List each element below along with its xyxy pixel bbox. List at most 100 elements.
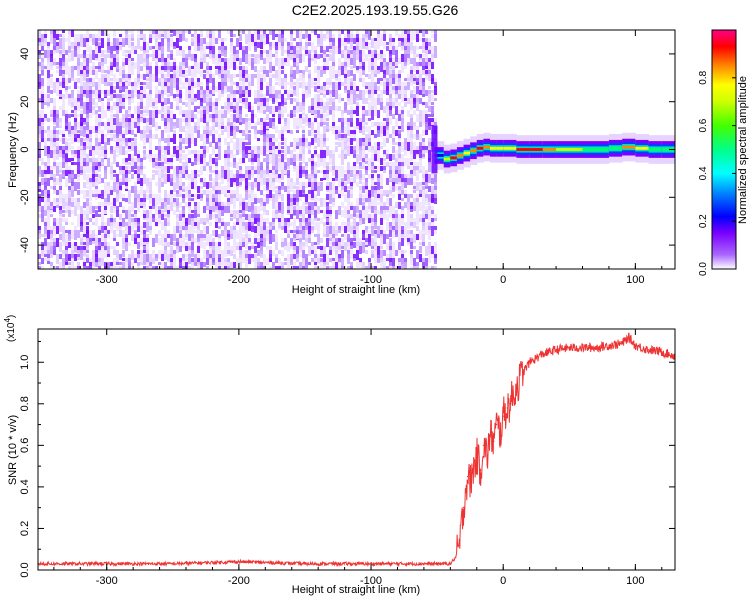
heatmap-cell [374, 166, 377, 169]
heatmap-cell [362, 262, 365, 269]
heatmap-cell [371, 158, 374, 164]
heatmap-cell [425, 38, 428, 43]
heatmap-cell [359, 174, 362, 180]
heatmap-cell [365, 90, 368, 94]
heatmap-cell [107, 158, 110, 167]
heatmap-cell [356, 42, 359, 46]
heatmap-cell [233, 74, 236, 78]
heatmap-cell [269, 94, 272, 98]
heatmap-cell [218, 138, 221, 143]
heatmap-cell [347, 242, 350, 246]
heatmap-cell [278, 78, 281, 86]
heatmap-cell [320, 158, 323, 163]
heatmap-cell [395, 178, 398, 184]
heatmap-cell [206, 34, 209, 37]
heatmap-cell [41, 138, 44, 142]
heatmap-cell [62, 174, 65, 177]
heatmap-cell [131, 174, 134, 179]
heatmap-cell [83, 182, 86, 188]
heatmap-cell [389, 82, 392, 86]
heatmap-cell [62, 82, 65, 88]
heatmap-cell [125, 142, 128, 148]
heatmap-cell [98, 122, 101, 128]
heatmap-cell [425, 266, 428, 269]
heatmap-cell [356, 210, 359, 213]
heatmap-cell [404, 142, 407, 151]
heatmap-cell [407, 138, 410, 144]
heatmap-cell [308, 202, 311, 206]
heatmap-cell [278, 118, 281, 124]
heatmap-cell [191, 114, 194, 119]
heatmap-cell [131, 82, 134, 87]
heatmap-cell [302, 102, 305, 106]
heatmap-cell [308, 222, 311, 227]
heatmap-cell [404, 262, 407, 269]
heatmap-cell [50, 38, 53, 44]
heatmap-cell [242, 242, 245, 247]
heatmap-cell [188, 78, 191, 88]
heatmap-cell [377, 234, 380, 238]
heatmap-cell [134, 210, 137, 217]
heatmap-cell [170, 166, 173, 169]
heatmap-cell [62, 198, 65, 203]
heatmap-cell [407, 38, 410, 43]
heatmap-cell [257, 122, 260, 125]
heatmap-cell [401, 34, 404, 40]
heatmap-cell [365, 38, 368, 44]
heatmap-cell [371, 38, 374, 43]
heatmap-cell [308, 62, 311, 67]
heatmap-cell [395, 46, 398, 51]
heatmap-cell [377, 246, 380, 255]
heatmap-cell [197, 110, 200, 114]
heatmap-cell [194, 158, 197, 165]
heatmap-cell [248, 182, 251, 187]
heatmap-cell [170, 202, 173, 211]
heatmap-cell [383, 90, 386, 94]
heatmap-cell [251, 34, 254, 42]
heatmap-cell [434, 118, 437, 122]
heatmap-cell [209, 158, 212, 163]
heatmap-cell [122, 94, 125, 101]
heatmap-cell [260, 94, 263, 97]
heatmap-cell [251, 254, 254, 258]
heatmap-cell [101, 78, 104, 81]
heatmap-cell [191, 82, 194, 86]
heatmap-cell [152, 174, 155, 180]
heatmap-cell [209, 258, 212, 262]
heatmap-cell [275, 150, 278, 153]
heatmap-cell [80, 246, 83, 253]
heatmap-cell [248, 186, 251, 189]
heatmap-cell [290, 214, 293, 219]
heatmap-cell [353, 90, 356, 95]
heatmap-cell [356, 254, 359, 257]
heatmap-cell [113, 134, 116, 140]
heatmap-cell [206, 250, 209, 256]
heatmap-cell [395, 250, 398, 256]
heatmap-cell [248, 38, 251, 43]
heatmap-cell [428, 174, 431, 183]
heatmap-cell [182, 138, 185, 144]
heatmap-cell [299, 254, 302, 257]
heatmap-cell [329, 166, 332, 172]
heatmap-cell [98, 38, 101, 41]
heatmap-cell [251, 246, 254, 249]
heatmap-cell [152, 50, 155, 55]
heatmap-cell [329, 94, 332, 98]
heatmap-cell [89, 186, 92, 192]
heatmap-cell [110, 206, 113, 213]
heatmap-cell [209, 98, 212, 102]
heatmap-cell [317, 126, 320, 135]
heatmap-cell [131, 218, 134, 223]
heatmap-cell [227, 174, 230, 180]
heatmap-cell [257, 206, 260, 211]
heatmap-cell [203, 242, 206, 249]
heatmap-cell [86, 118, 89, 122]
heatmap-cell [428, 86, 431, 89]
heatmap-cell [425, 214, 428, 219]
heatmap-cell [275, 258, 278, 263]
heatmap-cell [332, 90, 335, 97]
heatmap-cell [260, 218, 263, 226]
heatmap-cell [386, 206, 389, 212]
heatmap-cell [299, 222, 302, 230]
heatmap-cell [107, 202, 110, 206]
